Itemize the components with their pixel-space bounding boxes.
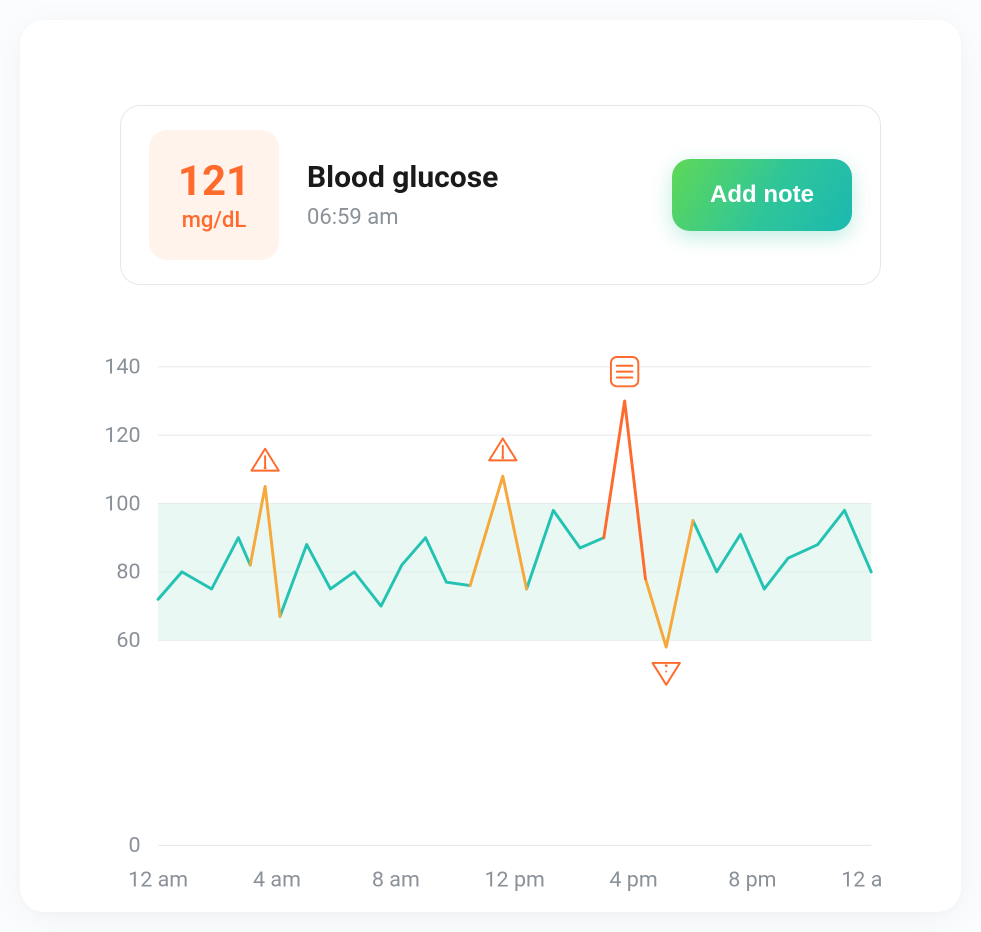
warning-icon: [251, 449, 278, 471]
header-text: Blood glucose 06:59 am: [307, 160, 644, 230]
warning-icon: [653, 663, 680, 685]
y-tick-label: 140: [104, 355, 140, 380]
x-tick-label: 4 pm: [609, 867, 657, 892]
glucose-card: 121 mg/dL Blood glucose 06:59 am Add not…: [20, 20, 961, 912]
y-tick-label: 0: [128, 833, 140, 858]
x-tick-label: 4 am: [253, 867, 301, 892]
value-box: 121 mg/dL: [149, 130, 279, 260]
y-tick-label: 100: [104, 491, 140, 516]
glucose-chart: 0 60 80 100 120 140 12 am 4 am 8 am 12 pm 4 pm 8 pm…: [80, 355, 881, 906]
y-tick-label: 120: [104, 423, 140, 448]
note-icon: [611, 357, 638, 386]
x-tick-label: 12 am: [128, 867, 188, 892]
x-tick-label: 12 am: [841, 867, 881, 892]
x-tick-label: 8 pm: [728, 867, 776, 892]
glucose-unit: mg/dL: [182, 208, 247, 233]
chart-svg: 0 60 80 100 120 140 12 am 4 am 8 am 12 pm 4 pm 8 pm…: [80, 355, 881, 906]
x-tick-label: 12 pm: [484, 867, 544, 892]
reading-time: 06:59 am: [307, 205, 644, 230]
y-tick-label: 80: [116, 560, 140, 585]
metric-title: Blood glucose: [307, 160, 644, 195]
x-tick-label: 8 am: [372, 867, 420, 892]
reading-header: 121 mg/dL Blood glucose 06:59 am Add not…: [120, 105, 881, 285]
glucose-value: 121: [178, 157, 250, 206]
warning-icon: [489, 438, 516, 460]
y-tick-label: 60: [116, 628, 140, 653]
add-note-button[interactable]: Add note: [672, 159, 852, 231]
